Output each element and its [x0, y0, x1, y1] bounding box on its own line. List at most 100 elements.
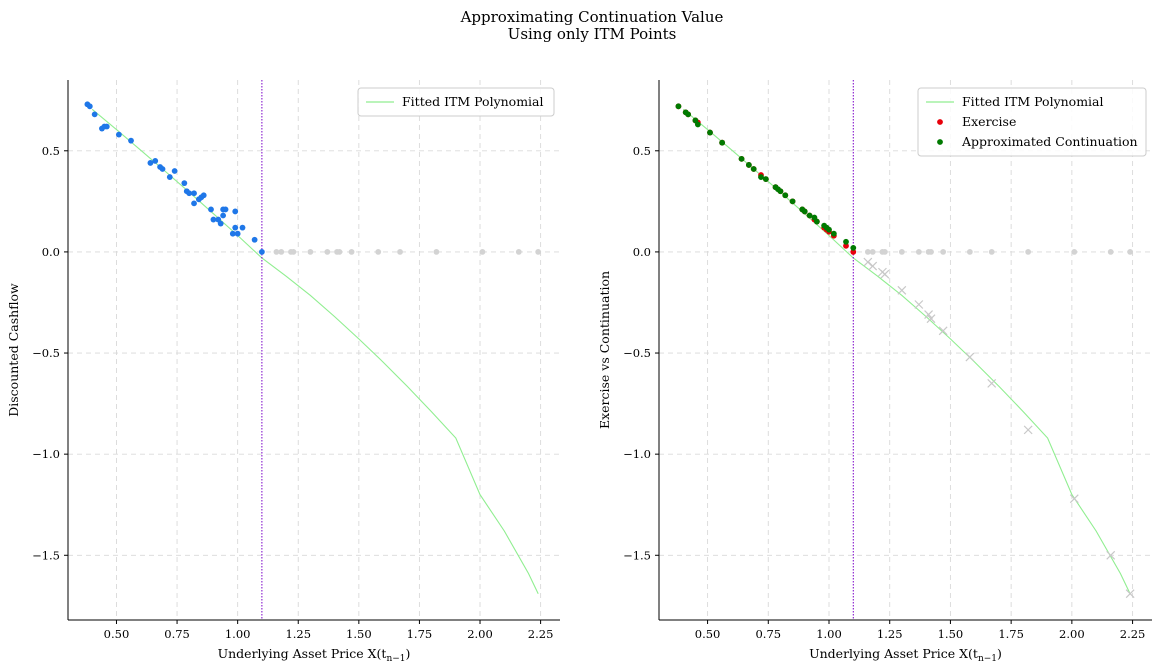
- itm-points-point: [251, 236, 258, 243]
- otm-continuation-point: [924, 310, 933, 320]
- legend: Fitted ITM Polynomial Exercise Approximate…: [917, 87, 1147, 157]
- itm-points-point: [181, 180, 188, 187]
- itm-points-point: [166, 174, 173, 180]
- otm-points-point: [515, 249, 522, 255]
- y-tick-label: 0.5: [633, 144, 651, 158]
- otm-points-point: [307, 249, 314, 255]
- otm-continuation-point: [1125, 589, 1135, 599]
- x-marker-stroke: [897, 285, 907, 295]
- legend-label: Fitted ITM Polynomial: [402, 94, 544, 109]
- approximated-continuation-point: [685, 111, 692, 118]
- y-axis-label: Discounted Cashflow: [6, 283, 21, 417]
- approximated-continuation-point: [850, 244, 857, 251]
- x-tick-label: 0.75: [164, 627, 190, 641]
- x-tick-label: 1.75: [998, 627, 1024, 641]
- otm-zero-point: [966, 249, 973, 255]
- approximated-continuation-point: [830, 230, 837, 237]
- approximated-continuation-point: [813, 218, 820, 225]
- itm-points-point: [91, 111, 98, 118]
- otm-zero-point: [915, 249, 922, 255]
- x-marker-stroke: [1023, 425, 1033, 435]
- y-tick-label: −0.5: [32, 346, 60, 360]
- itm-points-point: [229, 230, 236, 237]
- approximated-continuation-point: [758, 174, 764, 180]
- itm-points-point: [103, 123, 110, 130]
- figure-title-line-1: Approximating Continuation Value: [460, 8, 724, 26]
- otm-points-point: [278, 249, 285, 255]
- approximated-continuation-point: [762, 176, 769, 183]
- itm-points-point: [232, 208, 239, 215]
- x-marker-stroke: [965, 352, 975, 362]
- approximated-continuation-point: [745, 162, 752, 168]
- otm-points-point: [290, 249, 297, 255]
- otm-continuation-point: [868, 261, 878, 271]
- otm-points-point: [397, 249, 403, 255]
- y-tick-label: −1.0: [623, 447, 651, 461]
- otm-continuation-point: [1023, 425, 1033, 435]
- approximated-continuation-point: [719, 139, 726, 146]
- legend-swatch-dot: [937, 119, 943, 125]
- otm-zero-point: [1071, 249, 1078, 255]
- itm-points-point: [152, 157, 159, 164]
- otm-points-point: [535, 249, 542, 255]
- legend-label: Fitted ITM Polynomial: [962, 94, 1104, 109]
- approximated-continuation-point: [806, 212, 813, 219]
- approximated-continuation-point: [777, 188, 784, 195]
- itm-points-point: [191, 200, 197, 207]
- itm-points-point: [186, 190, 193, 197]
- x-tick-label: 2.25: [1120, 627, 1146, 641]
- otm-points-point: [375, 249, 382, 255]
- otm-continuation-point: [926, 314, 936, 324]
- y-tick-label: 0.5: [42, 144, 60, 158]
- otm-continuation-point: [1069, 494, 1079, 504]
- otm-zero-point: [864, 249, 871, 255]
- x-marker-stroke: [880, 269, 890, 279]
- figure-title-line-2: Using only ITM Points: [508, 25, 677, 43]
- otm-zero-point: [1107, 249, 1114, 255]
- otm-continuation-point: [880, 269, 890, 279]
- otm-zero-point: [928, 249, 934, 255]
- itm-points-point: [210, 216, 217, 223]
- x-tick-label: 2.25: [528, 627, 554, 641]
- itm-points-point: [159, 166, 166, 172]
- itm-points-point: [222, 206, 229, 213]
- otm-continuation-point: [987, 378, 997, 388]
- itm-points-point: [239, 224, 246, 231]
- otm-points-point: [336, 249, 343, 255]
- x-marker-stroke: [924, 310, 933, 320]
- x-marker-stroke: [1106, 550, 1116, 560]
- otm-zero-point: [1025, 249, 1032, 255]
- otm-continuation-point: [938, 326, 948, 336]
- otm-points-point: [348, 249, 355, 255]
- otm-continuation-point: [965, 352, 975, 362]
- x-marker-stroke: [868, 261, 878, 271]
- x-axis-label: Underlying Asset Price X(tn−1): [809, 646, 1002, 664]
- otm-zero-point: [988, 249, 995, 255]
- x-tick-label: 1.50: [346, 627, 372, 641]
- x-marker-stroke: [926, 314, 936, 324]
- left-chart-panel: 0.50 0.75 1.00 1.25 1.50 1.75 2.00 2.25 0.5 0.0 −0…: [6, 80, 560, 664]
- fitted-itm-polynomial-line: [91, 108, 539, 594]
- itm-points-point: [200, 192, 207, 199]
- y-tick-label: −1.0: [32, 447, 60, 461]
- exercise-point: [850, 249, 857, 255]
- x-axis-label: Underlying Asset Price X(tn−1): [218, 646, 411, 664]
- y-tick-label: −1.5: [32, 548, 60, 562]
- y-tick-label: 0.0: [42, 245, 60, 259]
- itm-points-point: [171, 168, 178, 174]
- approximated-continuation-point: [738, 155, 745, 162]
- itm-points-point: [115, 131, 122, 138]
- x-marker-stroke: [987, 378, 997, 388]
- x-tick-label: 2.00: [467, 627, 493, 641]
- approximated-continuation-point: [789, 198, 796, 205]
- otm-points-point: [479, 249, 486, 255]
- legend-swatch-dot: [937, 139, 943, 145]
- y-tick-label: −1.5: [623, 548, 651, 562]
- right-chart-panel: 0.50 0.75 1.00 1.25 1.50 1.75 2.00 2.25 0.5 0.0 −0…: [597, 80, 1152, 664]
- otm-zero-point: [940, 249, 947, 255]
- otm-zero-point: [869, 249, 876, 255]
- legend: Fitted ITM Polynomial: [357, 87, 555, 117]
- itm-points-point: [232, 224, 239, 231]
- x-tick-label: 1.00: [816, 627, 842, 641]
